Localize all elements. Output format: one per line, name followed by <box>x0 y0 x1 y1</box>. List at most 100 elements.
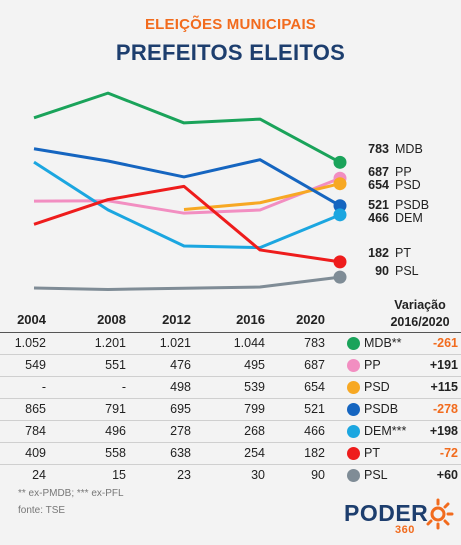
brand-logo: PODER <box>344 500 429 526</box>
data-label-value: 90 <box>375 264 389 278</box>
table-cell: 865 <box>25 402 46 416</box>
line-chart: 783 MDB 687 PP 654 PSD 521 PSDB 466 DEM 182 PT 90 PSL <box>33 91 429 292</box>
party-name: PT <box>364 446 380 460</box>
variation-value: +115 <box>430 380 458 394</box>
party-name: PP <box>364 358 381 372</box>
table-cell: 268 <box>244 424 265 438</box>
table-cell: 409 <box>25 446 46 460</box>
data-label-value: 783 <box>368 142 389 156</box>
table-row: 1.052 1.201 1.021 1.044 783 MDB** -261 <box>0 332 461 355</box>
table-cell: 549 <box>25 358 46 372</box>
table-row: 784 496 278 268 466 DEM*** +198 <box>0 420 461 443</box>
chart-title: PREFEITOS ELEITOS <box>115 40 346 65</box>
table-cell: 1.021 <box>159 336 191 350</box>
table-cell: 521 <box>304 402 325 416</box>
data-label-party: PSL <box>395 264 419 278</box>
table-cell: 15 <box>112 468 126 482</box>
table-cell: 1.201 <box>94 336 126 350</box>
data-label-value: 466 <box>368 211 389 225</box>
table-cell: 654 <box>304 380 325 394</box>
table-cell: 495 <box>244 358 265 372</box>
party-name: MDB** <box>364 336 402 350</box>
series-end-point-pt <box>333 255 347 269</box>
year-header: 2012 <box>162 312 191 327</box>
party-name: PSDB <box>364 402 399 416</box>
series-line-psl <box>33 275 341 292</box>
data-label-value: 687 <box>368 165 389 179</box>
variation-header: Variação 2016/2020 <box>380 297 460 331</box>
table-cell: 476 <box>170 358 191 372</box>
variation-header-period: 2016/2020 <box>390 315 450 329</box>
table-cell: 784 <box>25 424 46 438</box>
data-label-party: MDB <box>395 142 423 156</box>
table-row: 24 15 23 30 90 PSL +60 <box>0 464 461 487</box>
table-cell: 1.044 <box>233 336 265 350</box>
table-cell: 30 <box>251 468 265 482</box>
table-cell: 695 <box>170 402 191 416</box>
variation-value: +191 <box>429 358 458 372</box>
legend-dot-icon <box>347 359 360 372</box>
chart-subtitle: ELEIÇÕES MUNICIPAIS <box>144 16 317 33</box>
data-label-party: PSDB <box>395 198 429 212</box>
table-row: 865 791 695 799 521 PSDB -278 <box>0 398 461 421</box>
table-cell: - <box>41 380 46 394</box>
legend-dot-icon <box>347 469 360 482</box>
table-row: 549 551 476 495 687 PP +191 <box>0 354 461 377</box>
data-label-party: PT <box>395 246 411 260</box>
party-name: PSL <box>364 468 388 482</box>
table-cell: 687 <box>304 358 325 372</box>
table-cell: 539 <box>244 380 265 394</box>
data-label-party: DEM <box>395 211 423 225</box>
series-line-pp <box>33 176 341 215</box>
series-line-pt <box>33 184 341 264</box>
series-end-point-mdb <box>333 155 347 169</box>
table-cell: 182 <box>304 446 325 460</box>
table-row: 409 558 638 254 182 PT -72 <box>0 442 461 465</box>
variation-value: +198 <box>429 424 458 438</box>
data-label-value: 182 <box>368 246 389 260</box>
data-label-value: 654 <box>368 178 389 192</box>
legend-dot-icon <box>347 403 360 416</box>
table-cell: 783 <box>304 336 325 350</box>
data-label-party: PP <box>395 165 412 179</box>
data-label-value: 521 <box>368 198 389 212</box>
series-end-point-psdb <box>333 199 347 213</box>
sun-logo-icon <box>426 498 454 530</box>
table-cell: 23 <box>177 468 191 482</box>
party-name: PSD <box>364 380 390 394</box>
table-cell: 638 <box>170 446 191 460</box>
variation-value: +60 <box>436 468 458 482</box>
year-header: 2004 <box>17 312 46 327</box>
footnote: ** ex-PMDB; *** ex-PFL <box>18 488 124 499</box>
year-header: 2008 <box>97 312 126 327</box>
table-cell: - <box>121 380 126 394</box>
series-end-point-psd <box>333 177 347 191</box>
series-line-psdb <box>33 147 341 208</box>
legend-dot-icon <box>347 337 360 350</box>
table-cell: 791 <box>105 402 126 416</box>
series-line-dem <box>33 160 341 250</box>
table-cell: 90 <box>311 468 325 482</box>
legend-dot-icon <box>347 425 360 438</box>
variation-header-label: Variação <box>394 298 446 312</box>
table-cell: 498 <box>170 380 191 394</box>
table-cell: 1.052 <box>14 336 46 350</box>
series-line-mdb <box>33 91 341 164</box>
year-header: 2020 <box>296 312 325 327</box>
series-end-point-dem <box>333 208 347 222</box>
legend-dot-icon <box>347 447 360 460</box>
table-cell: 278 <box>170 424 191 438</box>
table-cell: 558 <box>105 446 126 460</box>
year-header: 2016 <box>236 312 265 327</box>
table-row: - - 498 539 654 PSD +115 <box>0 376 461 399</box>
legend-dot-icon <box>347 381 360 394</box>
table-cell: 496 <box>105 424 126 438</box>
source-note: fonte: TSE <box>18 505 66 516</box>
brand-logo-sub: 360 <box>395 524 415 536</box>
table-cell: 254 <box>244 446 265 460</box>
table-cell: 551 <box>105 358 126 372</box>
variation-value: -261 <box>432 336 458 350</box>
data-label-party: PSD <box>395 178 421 192</box>
table-cell: 466 <box>304 424 325 438</box>
table-cell: 24 <box>32 468 46 482</box>
